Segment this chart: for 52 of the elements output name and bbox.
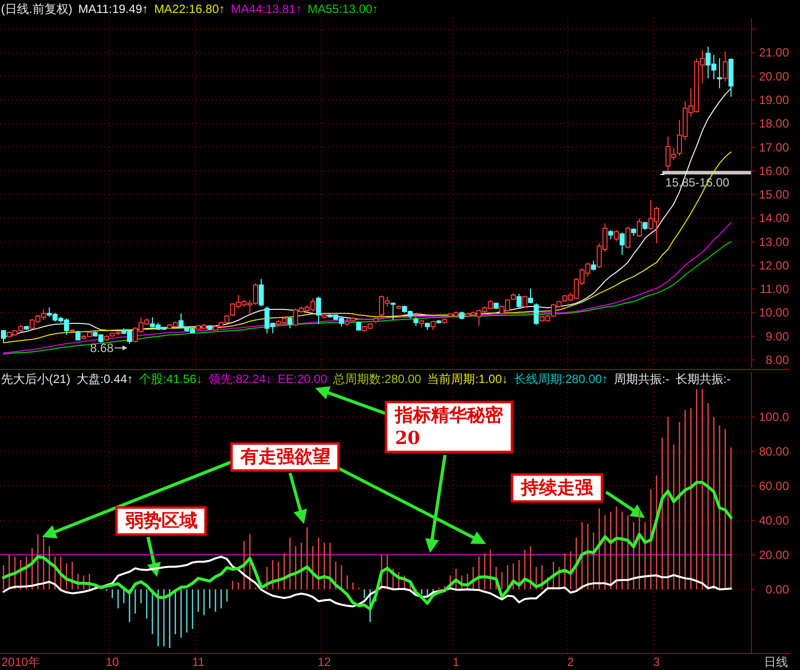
- x-tick-label: 10: [106, 655, 120, 669]
- annotation: 当前周期:1.00↓: [427, 372, 508, 386]
- y-tick-label: 12.00: [758, 258, 790, 272]
- y-tick-label: 8.00: [766, 353, 790, 367]
- y-tick-label: 13.00: [758, 234, 790, 249]
- annotation: 领先:82.24↓: [208, 372, 272, 386]
- annotation: 弱势区域: [124, 510, 198, 532]
- y-tick-label: 9.00: [766, 329, 790, 344]
- annotation: EE:20.00: [278, 372, 328, 386]
- text: 日线: [764, 655, 788, 669]
- annotation: 个股:41.56↓: [139, 372, 202, 386]
- y-tick-label: 20.00: [758, 548, 790, 562]
- x-tick-label: 2010年: [1, 655, 40, 669]
- y-tick-label: 40.00: [758, 513, 790, 528]
- y-tick-label: 20.00: [758, 69, 790, 84]
- y-tick-label: 16.00: [758, 164, 790, 178]
- annotation: 持续走强: [520, 478, 594, 498]
- x-tick-label: 12: [318, 655, 332, 669]
- x-tick-label: 3: [653, 655, 660, 669]
- y-tick-label: 100.0: [758, 410, 790, 424]
- x-tick-label: 11: [192, 655, 205, 669]
- y-tick-label: 11.00: [760, 282, 790, 296]
- chart-title: 先大后小(21): [1, 372, 70, 386]
- y-tick-label: 18.00: [758, 116, 790, 131]
- x-tick-label: 1: [452, 655, 460, 669]
- annotation: 周期共振:-: [614, 372, 670, 386]
- chart-title: (日线.前复权): [1, 2, 72, 16]
- annotation: 长线周期:280.00↑: [514, 372, 608, 386]
- x-tick-label: 2: [567, 655, 574, 669]
- text: MA44:13.81↑: [230, 2, 302, 16]
- annotation: 有走强欲望: [240, 446, 330, 468]
- callout: 有走强欲望: [230, 442, 340, 472]
- y-tick-label: 17.00: [758, 140, 790, 154]
- y-tick-label: 80.00: [758, 444, 790, 458]
- text: MA11:19.49↑: [78, 2, 148, 16]
- callout: 持续走强: [510, 473, 604, 503]
- annotation: 指标精华秘密 20: [394, 405, 504, 449]
- callout: 指标精华秘密 20: [384, 400, 514, 454]
- annotation: 8.68: [90, 340, 114, 355]
- text: MA55:13.00↑: [308, 2, 378, 16]
- y-tick-label: 19.00: [758, 93, 790, 107]
- y-tick-label: 10.00: [758, 306, 790, 320]
- y-tick-label: 21.00: [758, 46, 790, 60]
- annotation: 大盘:0.44↑: [76, 372, 134, 386]
- y-tick-label: 14.00: [758, 211, 790, 226]
- annotation: 总周期数:280.00: [332, 372, 422, 386]
- annotation: 长期共振:-: [675, 372, 731, 386]
- callout: 弱势区域: [115, 506, 207, 536]
- text: MA22:16.80↑: [154, 2, 225, 16]
- y-tick-label: 15.00: [758, 188, 790, 202]
- y-tick-label: 0.00: [766, 582, 790, 596]
- y-tick-label: 60.00: [758, 478, 790, 493]
